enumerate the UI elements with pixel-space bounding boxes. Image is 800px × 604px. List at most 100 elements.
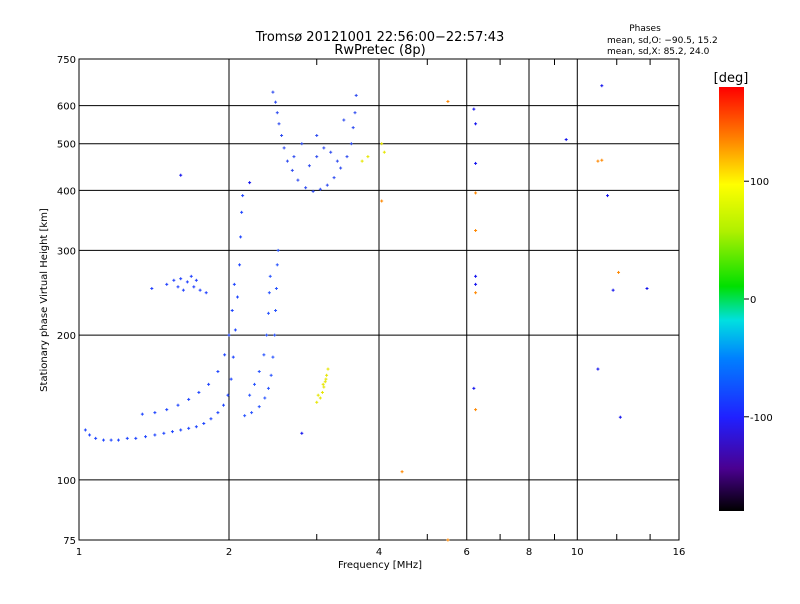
echo-point — [645, 286, 649, 290]
echo-point — [315, 400, 319, 404]
echo-point — [596, 159, 600, 163]
echo-point — [88, 433, 92, 437]
echo-point — [274, 286, 278, 290]
echo-point — [216, 370, 220, 374]
echo-point — [345, 155, 349, 159]
echo-point — [94, 436, 98, 440]
echo-point — [618, 415, 622, 419]
echo-point — [474, 161, 478, 165]
phase-stats-x: mean, sd,X: 85.2, 24.0 — [607, 47, 710, 57]
y-tick-label: 400 — [57, 186, 76, 197]
echo-point — [144, 435, 148, 439]
phase-colorbar — [719, 87, 744, 511]
x-tick-label: 1 — [76, 547, 82, 558]
echo-point — [400, 470, 404, 474]
echo-point — [322, 385, 326, 389]
echo-point — [209, 417, 213, 421]
echo-point — [277, 122, 281, 126]
echo-point — [564, 138, 568, 142]
x-tick-label: 10 — [571, 547, 584, 558]
data-points — [83, 84, 649, 542]
echo-point — [265, 333, 269, 337]
echo-point — [165, 408, 169, 412]
echo-point — [187, 397, 191, 401]
echo-point — [189, 274, 193, 278]
echo-point — [332, 176, 336, 180]
y-tick-label: 750 — [57, 55, 76, 66]
echo-point — [315, 134, 319, 138]
echo-point — [318, 187, 322, 191]
phases-heading: Phases — [629, 24, 661, 34]
echo-point — [600, 84, 604, 88]
echo-point — [252, 382, 256, 386]
echo-point — [204, 291, 208, 295]
echo-point — [170, 430, 174, 434]
chart-subtitle: RwPretec (8p) — [334, 43, 425, 58]
echo-point — [268, 274, 272, 278]
echo-point — [296, 178, 300, 182]
echo-point — [176, 403, 180, 407]
echo-point — [222, 403, 226, 407]
colorbar-label: [deg] — [714, 71, 749, 86]
echo-point — [300, 431, 304, 435]
echo-point — [192, 285, 196, 289]
echo-point — [250, 411, 254, 415]
colorbar-tick-label: 100 — [750, 177, 769, 188]
echo-point — [342, 118, 346, 122]
echo-point — [325, 373, 329, 377]
echo-point — [322, 146, 326, 150]
echo-point — [353, 111, 357, 115]
echo-point — [474, 291, 478, 295]
echo-point — [474, 282, 478, 286]
echo-point — [198, 288, 202, 292]
echo-point — [181, 288, 185, 292]
echo-point — [276, 248, 280, 252]
x-tick-label: 2 — [226, 547, 232, 558]
echo-point — [321, 382, 325, 386]
echo-point — [176, 285, 180, 289]
x-tick-label: 8 — [526, 547, 532, 558]
echo-point — [238, 263, 242, 267]
echo-point — [380, 142, 384, 146]
echo-point — [269, 373, 273, 377]
echo-point — [274, 309, 278, 313]
y-tick-label: 600 — [57, 102, 76, 113]
echo-point — [150, 286, 154, 290]
echo-point — [280, 134, 284, 138]
echo-point — [307, 164, 311, 168]
echo-point — [230, 309, 234, 313]
echo-point — [243, 414, 247, 418]
plot-area: 1 2 4 6 8 10 16 75 100 200 300 400 500 600 750 — [57, 55, 685, 558]
x-axis-label: Frequency [MHz] — [338, 560, 422, 571]
echo-point — [474, 228, 478, 232]
y-tick-label: 300 — [57, 246, 76, 257]
echo-point — [292, 155, 296, 159]
echo-point — [290, 168, 294, 172]
x-tick-label: 6 — [464, 547, 470, 558]
echo-point — [275, 111, 279, 115]
echo-point — [316, 393, 320, 397]
x-tick-label: 16 — [673, 547, 686, 558]
y-axis-label: Stationary phase Virtual Height [km] — [39, 208, 50, 392]
echo-point — [227, 333, 231, 337]
echo-point — [382, 150, 386, 154]
echo-point — [311, 189, 315, 193]
echo-point — [354, 93, 358, 97]
echo-point — [187, 426, 191, 430]
echo-point — [323, 380, 327, 384]
echo-point — [300, 142, 304, 146]
phase-stats-o: mean, sd,O: −90.5, 15.2 — [607, 36, 718, 46]
echo-point — [109, 438, 113, 442]
echo-point — [351, 126, 355, 130]
echo-point — [197, 390, 201, 394]
echo-point — [329, 150, 333, 154]
echo-point — [162, 431, 166, 435]
echo-point — [83, 428, 87, 432]
echo-point — [325, 183, 329, 187]
echo-point — [446, 538, 450, 542]
echo-point — [380, 199, 384, 203]
echo-point — [275, 263, 279, 267]
echo-point — [472, 107, 476, 111]
echo-point — [285, 159, 289, 163]
echo-point — [194, 425, 198, 429]
